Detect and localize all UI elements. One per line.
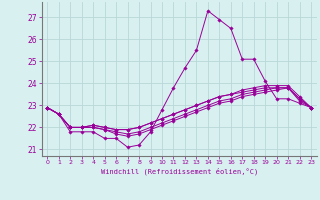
- X-axis label: Windchill (Refroidissement éolien,°C): Windchill (Refroidissement éolien,°C): [100, 168, 258, 175]
